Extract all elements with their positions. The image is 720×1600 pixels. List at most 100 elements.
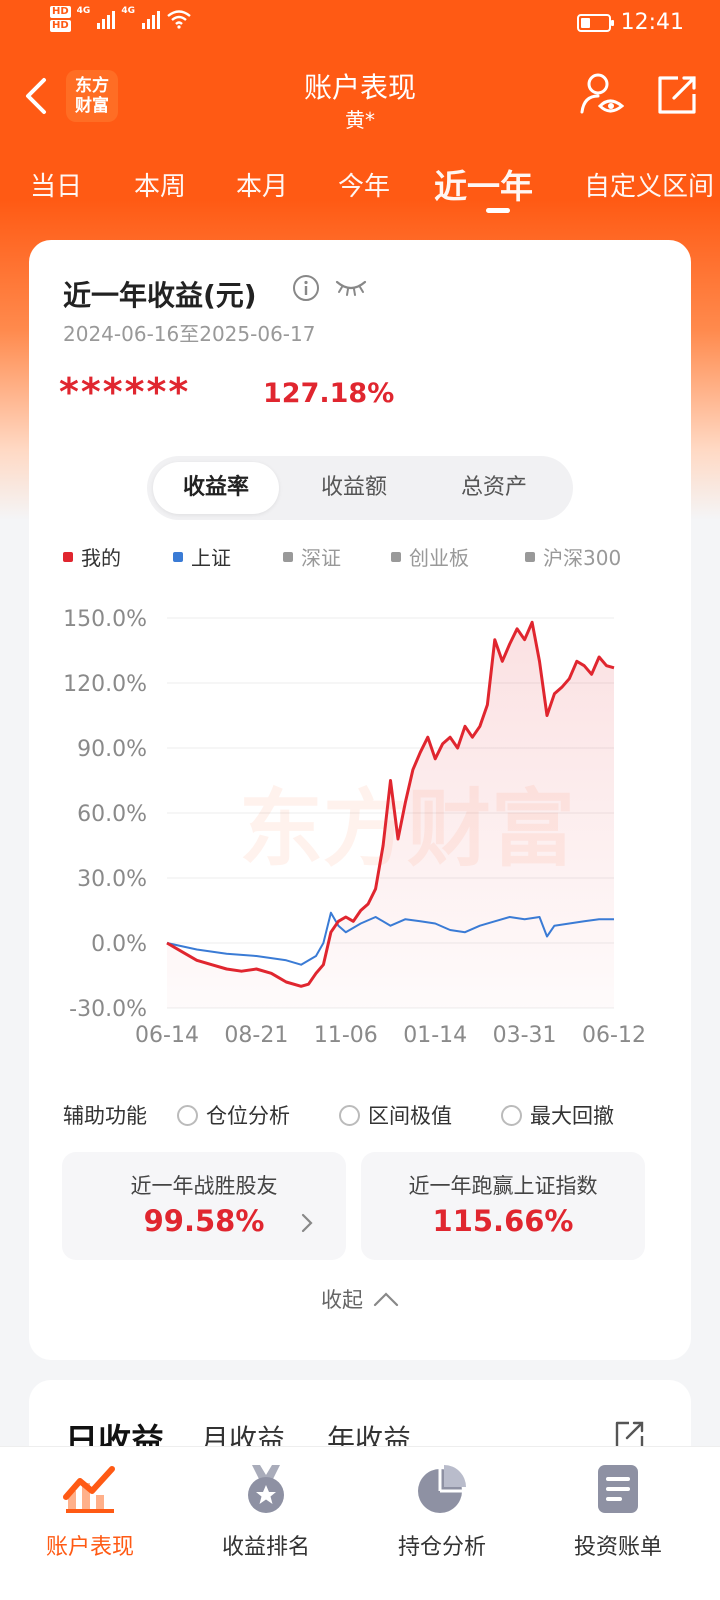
status-left: HD HD 4G 4G bbox=[50, 6, 192, 32]
clock: 12:41 bbox=[620, 10, 684, 35]
bottom-nav-ranking[interactable]: 收益排名 bbox=[176, 1461, 356, 1561]
brand-logo: 东方 财富 bbox=[66, 70, 118, 122]
tab-last-year[interactable]: 近一年 bbox=[434, 167, 533, 206]
tab-today[interactable]: 当日 bbox=[30, 172, 83, 202]
bottom-nav-holdings[interactable]: 持仓分析 bbox=[352, 1461, 532, 1561]
hd-badges: HD HD bbox=[50, 6, 71, 32]
return-ratio: 127.18% bbox=[263, 378, 395, 409]
legend-label: 上证 bbox=[191, 546, 231, 570]
legend-item-chinext[interactable]: 创业板 bbox=[391, 542, 469, 571]
eye-closed-icon[interactable] bbox=[334, 276, 368, 298]
my-return-area bbox=[167, 622, 614, 1008]
info-icon[interactable] bbox=[292, 274, 320, 302]
radio-icon bbox=[339, 1104, 360, 1126]
logo-text: 财富 bbox=[75, 96, 109, 116]
chart-legend: 我的 上证 深证 创业板 沪深300 bbox=[63, 542, 663, 576]
tab-indicator bbox=[486, 208, 510, 213]
aux-label: 辅助功能 bbox=[63, 1104, 147, 1128]
legend-label: 沪深300 bbox=[543, 546, 622, 570]
y-tick-label: 90.0% bbox=[77, 737, 147, 762]
segment-total-assets[interactable]: 总资产 bbox=[460, 475, 527, 500]
share-icon[interactable] bbox=[656, 74, 698, 116]
aux-functions: 辅助功能 仓位分析 区间极值 最大回撤 bbox=[63, 1098, 663, 1132]
masked-amount: ****** bbox=[59, 370, 191, 414]
radio-icon bbox=[177, 1104, 198, 1126]
stat-label: 近一年战胜股友 bbox=[130, 1174, 278, 1198]
status-right: 12:41 bbox=[576, 10, 684, 35]
y-tick-label: 120.0% bbox=[63, 672, 147, 697]
series-line-sse bbox=[166, 911, 614, 966]
network-type: 4G bbox=[76, 6, 91, 16]
y-tick-label: 150.0% bbox=[63, 607, 147, 632]
performance-card: 近一年收益(元) 2024-06-16至2025-06-17 ****** 12… bbox=[29, 240, 691, 1360]
collapse-label: 收起 bbox=[321, 1288, 363, 1312]
legend-label: 我的 bbox=[81, 546, 121, 570]
chevron-right-icon bbox=[301, 1213, 313, 1233]
trend-chart-icon bbox=[63, 1466, 115, 1513]
legend-label: 创业板 bbox=[409, 546, 469, 570]
aux-option-label: 区间极值 bbox=[368, 1104, 452, 1128]
back-arrow-icon[interactable] bbox=[22, 76, 52, 116]
top-nav: 东方 财富 账户表现 黄* bbox=[0, 58, 720, 138]
x-tick-label: 01-14 bbox=[403, 1023, 467, 1048]
segment-return-rate[interactable]: 收益率 bbox=[153, 462, 279, 514]
bottom-nav-label: 收益排名 bbox=[221, 1535, 310, 1560]
x-tick-label: 11-06 bbox=[314, 1023, 378, 1048]
tab-custom[interactable]: 自定义区间 bbox=[584, 172, 715, 202]
legend-item-mine[interactable]: 我的 bbox=[63, 542, 121, 571]
hd-badge: HD bbox=[50, 20, 71, 32]
legend-item-szse[interactable]: 深证 bbox=[283, 542, 341, 571]
legend-label: 深证 bbox=[301, 546, 341, 570]
signal-icon bbox=[141, 9, 160, 29]
aux-max-drawdown[interactable]: 最大回撤 bbox=[501, 1100, 614, 1130]
card-title: 近一年收益(元) bbox=[63, 279, 257, 312]
beat-index-box: 近一年跑赢上证指数 115.66% bbox=[361, 1152, 645, 1260]
hd-badge: HD bbox=[50, 6, 71, 18]
aux-position-analysis[interactable]: 仓位分析 bbox=[177, 1100, 290, 1130]
document-list-icon bbox=[598, 1465, 638, 1513]
user-eye-icon[interactable] bbox=[580, 72, 624, 116]
bottom-nav-performance[interactable]: 账户表现 bbox=[0, 1461, 180, 1561]
page-title: 账户表现 bbox=[303, 71, 416, 104]
status-bar: HD HD 4G 4G 12:41 bbox=[0, 0, 720, 50]
collapse-toggle[interactable]: 收起 bbox=[29, 1284, 691, 1314]
tab-year[interactable]: 今年 bbox=[338, 172, 391, 202]
tab-week[interactable]: 本周 bbox=[134, 172, 187, 202]
legend-swatch bbox=[391, 551, 401, 562]
radio-icon bbox=[501, 1104, 522, 1126]
legend-swatch bbox=[525, 551, 535, 562]
metric-segment-control: 收益率 收益额 总资产 bbox=[147, 456, 573, 520]
legend-item-sse[interactable]: 上证 bbox=[173, 542, 231, 571]
x-tick-label: 03-31 bbox=[493, 1023, 557, 1048]
signal-icon bbox=[97, 9, 116, 29]
bottom-nav-label: 投资账单 bbox=[573, 1535, 662, 1560]
aux-option-label: 最大回撤 bbox=[530, 1104, 614, 1128]
pie-chart-icon bbox=[418, 1465, 466, 1513]
date-range: 2024-06-16至2025-06-17 bbox=[63, 322, 316, 346]
stat-value: 115.66% bbox=[432, 1204, 574, 1238]
series-line-mine bbox=[166, 620, 615, 988]
beat-friends-box[interactable]: 近一年战胜股友 99.58% bbox=[62, 1152, 346, 1260]
bottom-nav-label: 账户表现 bbox=[45, 1535, 134, 1560]
tab-month[interactable]: 本月 bbox=[236, 172, 289, 202]
segment-return-amount[interactable]: 收益额 bbox=[320, 475, 387, 500]
y-tick-label: 60.0% bbox=[77, 802, 147, 827]
x-tick-label: 06-12 bbox=[582, 1023, 646, 1048]
medal-icon bbox=[248, 1465, 284, 1513]
network-type: 4G bbox=[121, 6, 135, 16]
legend-swatch bbox=[173, 551, 183, 562]
legend-swatch bbox=[283, 551, 293, 562]
bottom-nav: 账户表现 收益排名 持仓分析 投资账单 bbox=[0, 1446, 720, 1600]
period-tabs: 当日 本周 本月 今年 近一年 自定义区间 bbox=[0, 160, 720, 220]
battery-icon bbox=[576, 13, 614, 32]
bottom-nav-statement[interactable]: 投资账单 bbox=[528, 1461, 708, 1561]
chevron-up-icon bbox=[373, 1292, 399, 1307]
y-tick-label: -30.0% bbox=[69, 997, 147, 1022]
x-tick-label: 06-14 bbox=[135, 1023, 199, 1048]
stat-value: 99.58% bbox=[143, 1204, 265, 1238]
x-tick-label: 08-21 bbox=[224, 1023, 288, 1048]
stat-label: 近一年跑赢上证指数 bbox=[408, 1174, 598, 1198]
aux-range-extreme[interactable]: 区间极值 bbox=[339, 1100, 452, 1130]
legend-item-csi300[interactable]: 沪深300 bbox=[525, 542, 621, 571]
